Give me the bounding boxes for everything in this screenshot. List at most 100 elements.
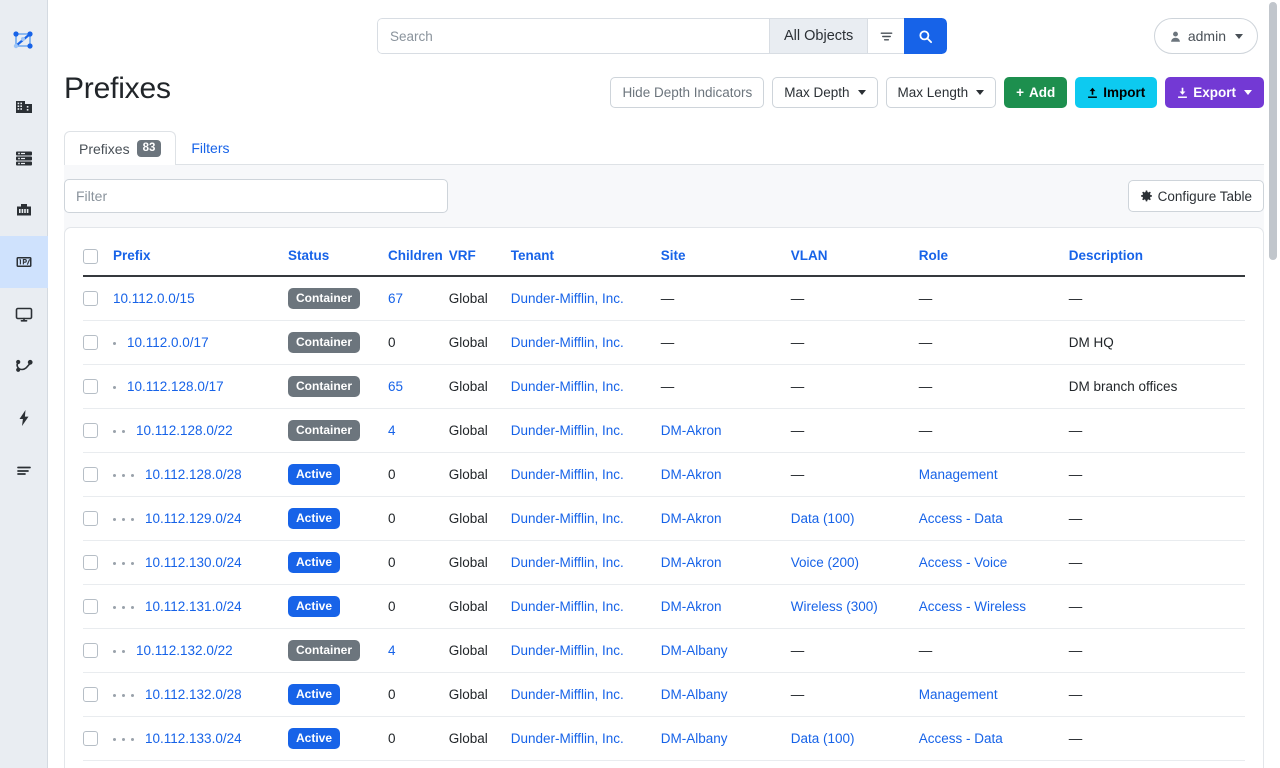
prefix-link[interactable]: 10.112.0.0/15: [113, 290, 195, 306]
row-checkbox[interactable]: [83, 687, 98, 703]
prefix-link[interactable]: 10.112.128.0/28: [145, 466, 242, 482]
column-header-description[interactable]: Description: [1068, 242, 1245, 277]
row-checkbox[interactable]: [83, 731, 98, 747]
tenant-link[interactable]: Dunder-Mifflin, Inc.: [510, 642, 624, 658]
prefix-link[interactable]: 10.112.131.0/24: [145, 598, 242, 614]
row-checkbox[interactable]: [83, 511, 98, 527]
tab-prefixes[interactable]: Prefixes 83: [64, 131, 177, 165]
column-header-vlan[interactable]: VLAN: [790, 242, 919, 277]
site-link[interactable]: DM-Akron: [660, 466, 722, 482]
tenant-link[interactable]: Dunder-Mifflin, Inc.: [510, 422, 624, 438]
children-link[interactable]: 4: [388, 422, 396, 438]
site-link[interactable]: DM-Akron: [660, 510, 722, 526]
column-header-status[interactable]: Status: [288, 242, 388, 277]
children-link[interactable]: 4: [388, 642, 396, 658]
page-scrollbar-thumb[interactable]: [1269, 2, 1277, 260]
row-checkbox[interactable]: [83, 555, 98, 571]
sidebar-item-connections[interactable]: [0, 184, 48, 236]
prefix-link[interactable]: 10.112.132.0/28: [145, 686, 242, 702]
row-checkbox[interactable]: [83, 379, 98, 395]
tenant-link[interactable]: Dunder-Mifflin, Inc.: [510, 554, 624, 570]
site-link[interactable]: DM-Akron: [660, 598, 722, 614]
column-header-children[interactable]: Children: [388, 242, 449, 277]
tenant-link[interactable]: Dunder-Mifflin, Inc.: [510, 730, 624, 746]
site-link[interactable]: DM-Akron: [660, 422, 722, 438]
sidebar-item-devices[interactable]: [0, 132, 48, 184]
prefix-link[interactable]: 10.112.0.0/17: [127, 334, 209, 350]
prefix-link[interactable]: 10.112.128.0/17: [127, 378, 224, 394]
site-link[interactable]: DM-Albany: [660, 686, 728, 702]
select-all-checkbox[interactable]: [83, 248, 98, 264]
tenant-link[interactable]: Dunder-Mifflin, Inc.: [510, 290, 624, 306]
tenant-link[interactable]: Dunder-Mifflin, Inc.: [510, 598, 624, 614]
table-row[interactable]: 10.112.129.0/24 Active 0 Global Dunder-Miffl…: [83, 496, 1245, 541]
vlan-link[interactable]: Data (100): [790, 730, 855, 746]
tenant-link[interactable]: Dunder-Mifflin, Inc.: [510, 686, 624, 702]
table-row[interactable]: 10.112.130.0/24 Active 0 Global Dunder-Miffl…: [83, 540, 1245, 585]
netbox-logo-icon[interactable]: [0, 14, 48, 66]
row-checkbox[interactable]: [83, 467, 98, 483]
add-button[interactable]: + Add: [1004, 77, 1068, 108]
object-scope-dropdown[interactable]: All Objects: [769, 18, 868, 54]
tenant-link[interactable]: Dunder-Mifflin, Inc.: [510, 378, 624, 394]
table-row[interactable]: 10.112.0.0/17 Container 0 Global Dunder-Miff…: [83, 320, 1245, 365]
children-link[interactable]: 67: [388, 290, 404, 306]
row-checkbox[interactable]: [83, 291, 98, 307]
row-checkbox[interactable]: [83, 335, 98, 351]
sidebar-item-power[interactable]: [0, 392, 48, 444]
row-checkbox[interactable]: [83, 599, 98, 615]
sidebar-item-circuits[interactable]: [0, 340, 48, 392]
role-link[interactable]: Access - Data: [918, 730, 1003, 746]
prefix-link[interactable]: 10.112.129.0/24: [145, 510, 242, 526]
max-length-dropdown[interactable]: Max Length: [885, 77, 997, 108]
page-scrollbar[interactable]: [1266, 0, 1280, 768]
prefix-link[interactable]: 10.112.128.0/22: [136, 422, 233, 438]
table-row[interactable]: 10.112.134.0/24Active0GlobalDunder-Miffl…: [83, 760, 1245, 768]
table-row[interactable]: 10.112.128.0/22 Container 4 Global Dunder-Mi…: [83, 408, 1245, 453]
prefix-link[interactable]: 10.112.133.0/24: [145, 730, 242, 746]
search-submit-button[interactable]: [904, 18, 948, 54]
role-link[interactable]: Access - Data: [918, 510, 1003, 526]
search-filter-button[interactable]: [867, 18, 905, 54]
sidebar-item-virtualization[interactable]: [0, 288, 48, 340]
sidebar-item-organization[interactable]: [0, 80, 48, 132]
children-link[interactable]: 65: [388, 378, 404, 394]
column-header-site[interactable]: Site: [660, 242, 791, 277]
column-header-prefix[interactable]: Prefix: [113, 242, 288, 277]
table-row[interactable]: 10.112.0.0/15 Container 67 Global Dunder-Mif…: [83, 275, 1245, 321]
import-button[interactable]: Import: [1075, 77, 1158, 108]
table-row[interactable]: 10.112.131.0/24 Active 0 Global Dunder-Miffl…: [83, 584, 1245, 629]
role-link[interactable]: Access - Voice: [918, 554, 1008, 570]
user-menu-button[interactable]: admin: [1153, 18, 1258, 54]
table-row[interactable]: 10.112.128.0/17 Container 65 Global Dunder-M…: [83, 364, 1245, 409]
tenant-link[interactable]: Dunder-Mifflin, Inc.: [510, 334, 624, 350]
role-link[interactable]: Access - Wireless: [918, 598, 1027, 614]
column-header-tenant[interactable]: Tenant: [510, 242, 661, 277]
row-checkbox[interactable]: [83, 423, 98, 439]
table-row[interactable]: 10.112.132.0/22 Container 4 Global Dunder-Mi…: [83, 628, 1245, 673]
prefix-link[interactable]: 10.112.130.0/24: [145, 554, 242, 570]
configure-table-button[interactable]: Configure Table: [1127, 180, 1264, 212]
vlan-link[interactable]: Wireless (300): [790, 598, 878, 614]
column-header-role[interactable]: Role: [918, 242, 1069, 277]
export-dropdown[interactable]: Export: [1165, 77, 1264, 108]
sidebar-item-other[interactable]: [0, 444, 48, 496]
prefix-link[interactable]: 10.112.132.0/22: [136, 642, 233, 658]
table-row[interactable]: 10.112.132.0/28 Active 0 Global Dunder-Miffl…: [83, 672, 1245, 717]
vlan-link[interactable]: Voice (200): [790, 554, 860, 570]
tab-filters[interactable]: Filters: [176, 131, 244, 164]
table-row[interactable]: 10.112.133.0/24 Active 0 Global Dunder-Miffl…: [83, 716, 1245, 761]
filter-input[interactable]: [64, 179, 448, 213]
site-link[interactable]: DM-Akron: [660, 554, 722, 570]
tenant-link[interactable]: Dunder-Mifflin, Inc.: [510, 510, 624, 526]
max-depth-dropdown[interactable]: Max Depth: [772, 77, 878, 108]
vlan-link[interactable]: Data (100): [790, 510, 855, 526]
tenant-link[interactable]: Dunder-Mifflin, Inc.: [510, 466, 624, 482]
site-link[interactable]: DM-Albany: [660, 730, 728, 746]
role-link[interactable]: Management: [918, 686, 998, 702]
row-checkbox[interactable]: [83, 643, 98, 659]
table-row[interactable]: 10.112.128.0/28 Active 0 Global Dunder-Miffl…: [83, 452, 1245, 497]
column-header-vrf[interactable]: VRF: [448, 242, 511, 277]
hide-depth-indicators-button[interactable]: Hide Depth Indicators: [610, 77, 765, 108]
role-link[interactable]: Management: [918, 466, 998, 482]
